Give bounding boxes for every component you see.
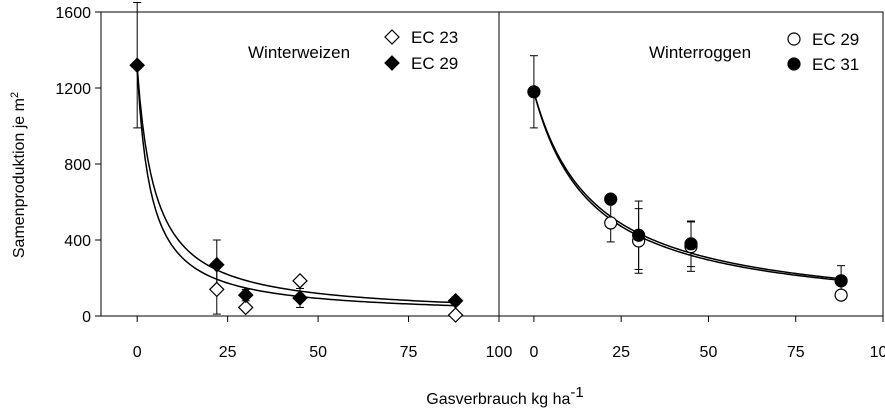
legend-marker xyxy=(787,32,801,46)
y-tick-label: 800 xyxy=(64,157,91,174)
y-tick-label: 1600 xyxy=(55,5,91,22)
data-point xyxy=(447,292,464,309)
y-tick-label: 1200 xyxy=(55,81,91,98)
data-point xyxy=(208,281,225,298)
data-point xyxy=(527,85,541,99)
data-point xyxy=(208,256,225,273)
legend-marker xyxy=(384,55,400,71)
x-tick-label: 0 xyxy=(529,344,538,361)
plot-frame-winterroggen xyxy=(498,11,884,317)
panel-label-winterroggen: Winterroggen xyxy=(649,43,751,62)
data-point xyxy=(447,307,464,323)
legend-marker xyxy=(384,29,400,45)
legend-label: EC 23 xyxy=(411,28,458,47)
fit-curve xyxy=(533,91,842,282)
x-tick-label: 100 xyxy=(870,344,885,361)
x-axis-title-main: Gasverbrauch kg ha xyxy=(426,391,570,408)
fit-curve xyxy=(136,68,456,307)
data-point xyxy=(237,287,254,303)
x-tick-label: 25 xyxy=(219,344,237,361)
data-point xyxy=(237,299,254,316)
x-tick-label: 25 xyxy=(612,344,630,361)
panel-label-winterweizen: Winterweizen xyxy=(248,43,350,62)
y-tick-label: 400 xyxy=(64,233,91,250)
y-axis-title-sup: 2 xyxy=(9,92,21,98)
x-tick-label: 100 xyxy=(486,344,513,361)
x-tick-label: 50 xyxy=(309,344,327,361)
x-tick-label: 0 xyxy=(133,344,142,361)
fit-curve xyxy=(136,67,456,304)
x-axis-title: Gasverbrauch kg ha-1 xyxy=(426,384,583,408)
y-axis-title: Samenproduktion je m2 xyxy=(9,92,28,258)
data-point xyxy=(292,290,308,306)
data-point xyxy=(604,216,618,230)
x-tick-label: 75 xyxy=(400,344,418,361)
data-point xyxy=(834,274,848,288)
legend-label: EC 29 xyxy=(411,54,458,73)
legend-label: EC 29 xyxy=(812,30,859,49)
data-point xyxy=(632,228,646,242)
data-point xyxy=(129,57,146,74)
y-tick-label: 0 xyxy=(82,309,91,326)
data-point xyxy=(834,288,848,302)
panel-winterroggen: Winterroggen 0 25 50 75 100 EC 29 EC 31 xyxy=(498,11,885,361)
data-point xyxy=(292,273,308,289)
x-axis-title-sup: -1 xyxy=(570,384,583,401)
panel-winterweizen: Winterweizen 0 25 50 75 100 0 400 800 1200 1600 EC… xyxy=(55,2,513,361)
y-axis-title-main: Samenproduktion je m xyxy=(11,98,28,258)
data-point xyxy=(684,237,698,251)
data-point xyxy=(604,192,618,206)
x-tick-label: 75 xyxy=(787,344,805,361)
legend-marker xyxy=(787,57,801,71)
x-tick-label: 50 xyxy=(700,344,718,361)
legend-label: EC 31 xyxy=(812,55,859,74)
